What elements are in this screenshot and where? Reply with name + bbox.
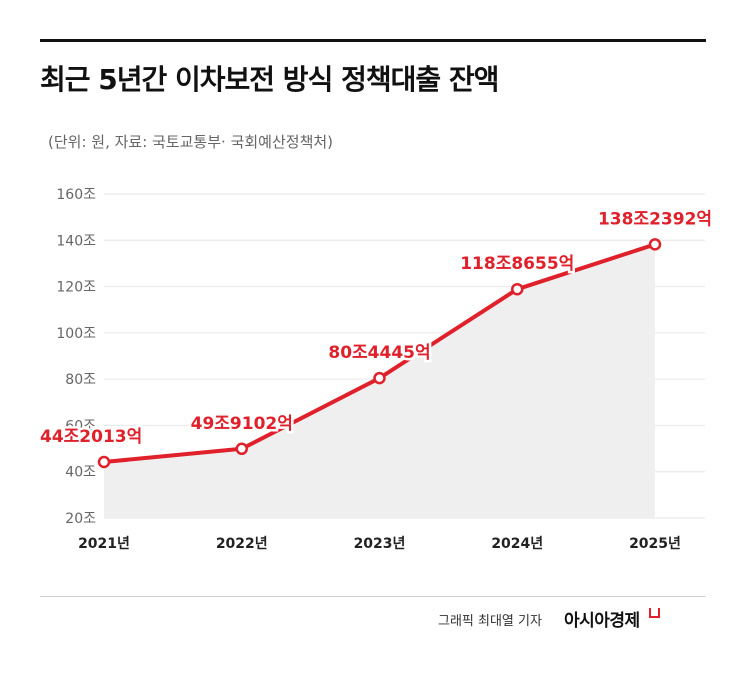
x-tick-label: 2021년 <box>78 536 130 552</box>
data-label: 138조2392억 <box>598 209 712 229</box>
data-points <box>97 238 662 469</box>
data-label: 118조8655억 <box>460 254 574 274</box>
top-rule <box>40 39 706 42</box>
y-tick-label: 100조 <box>56 326 96 342</box>
x-tick-label: 2024년 <box>491 536 543 552</box>
x-tick-label: 2022년 <box>216 536 268 552</box>
data-point <box>235 442 248 456</box>
y-tick-label: 160조 <box>56 187 96 203</box>
y-tick-label: 60조 <box>65 418 96 434</box>
bottom-rule <box>40 596 706 597</box>
data-point <box>511 282 524 296</box>
x-tick-label: 2023년 <box>354 536 406 552</box>
graphic-credit: 그래픽 최대열 기자 <box>438 614 542 629</box>
data-point <box>373 371 386 385</box>
brand-mark-icon <box>649 608 660 618</box>
x-tick-label: 2025년 <box>629 536 681 552</box>
data-point <box>97 455 111 469</box>
chart-title: 최근 5년간 이차보전 방식 정책대출 잔액 <box>40 63 499 96</box>
y-tick-label: 40조 <box>65 465 96 481</box>
y-tick-label: 80조 <box>65 372 96 388</box>
data-label: 44조2013억 <box>40 427 142 447</box>
chart-subtitle: (단위: 원, 자료: 국토교통부· 국회예산정책처) <box>48 133 334 151</box>
y-axis-ticks: 20조 40조 60조 80조 100조 120조 140조 160조 <box>56 187 96 527</box>
data-label: 49조9102억 <box>191 414 293 434</box>
data-labels: 44조2013억 49조9102억 80조4445억 118조8655억 138조239… <box>38 207 715 450</box>
y-tick-label: 140조 <box>56 233 96 249</box>
brand-logo-text: 아시아경제 <box>564 611 640 631</box>
x-axis-ticks: 2021년 2022년 2023년 2024년 2025년 <box>78 536 681 552</box>
y-tick-label: 20조 <box>65 511 96 527</box>
data-label: 80조4445억 <box>328 343 430 363</box>
y-tick-label: 120조 <box>56 280 96 296</box>
data-point <box>648 238 662 251</box>
